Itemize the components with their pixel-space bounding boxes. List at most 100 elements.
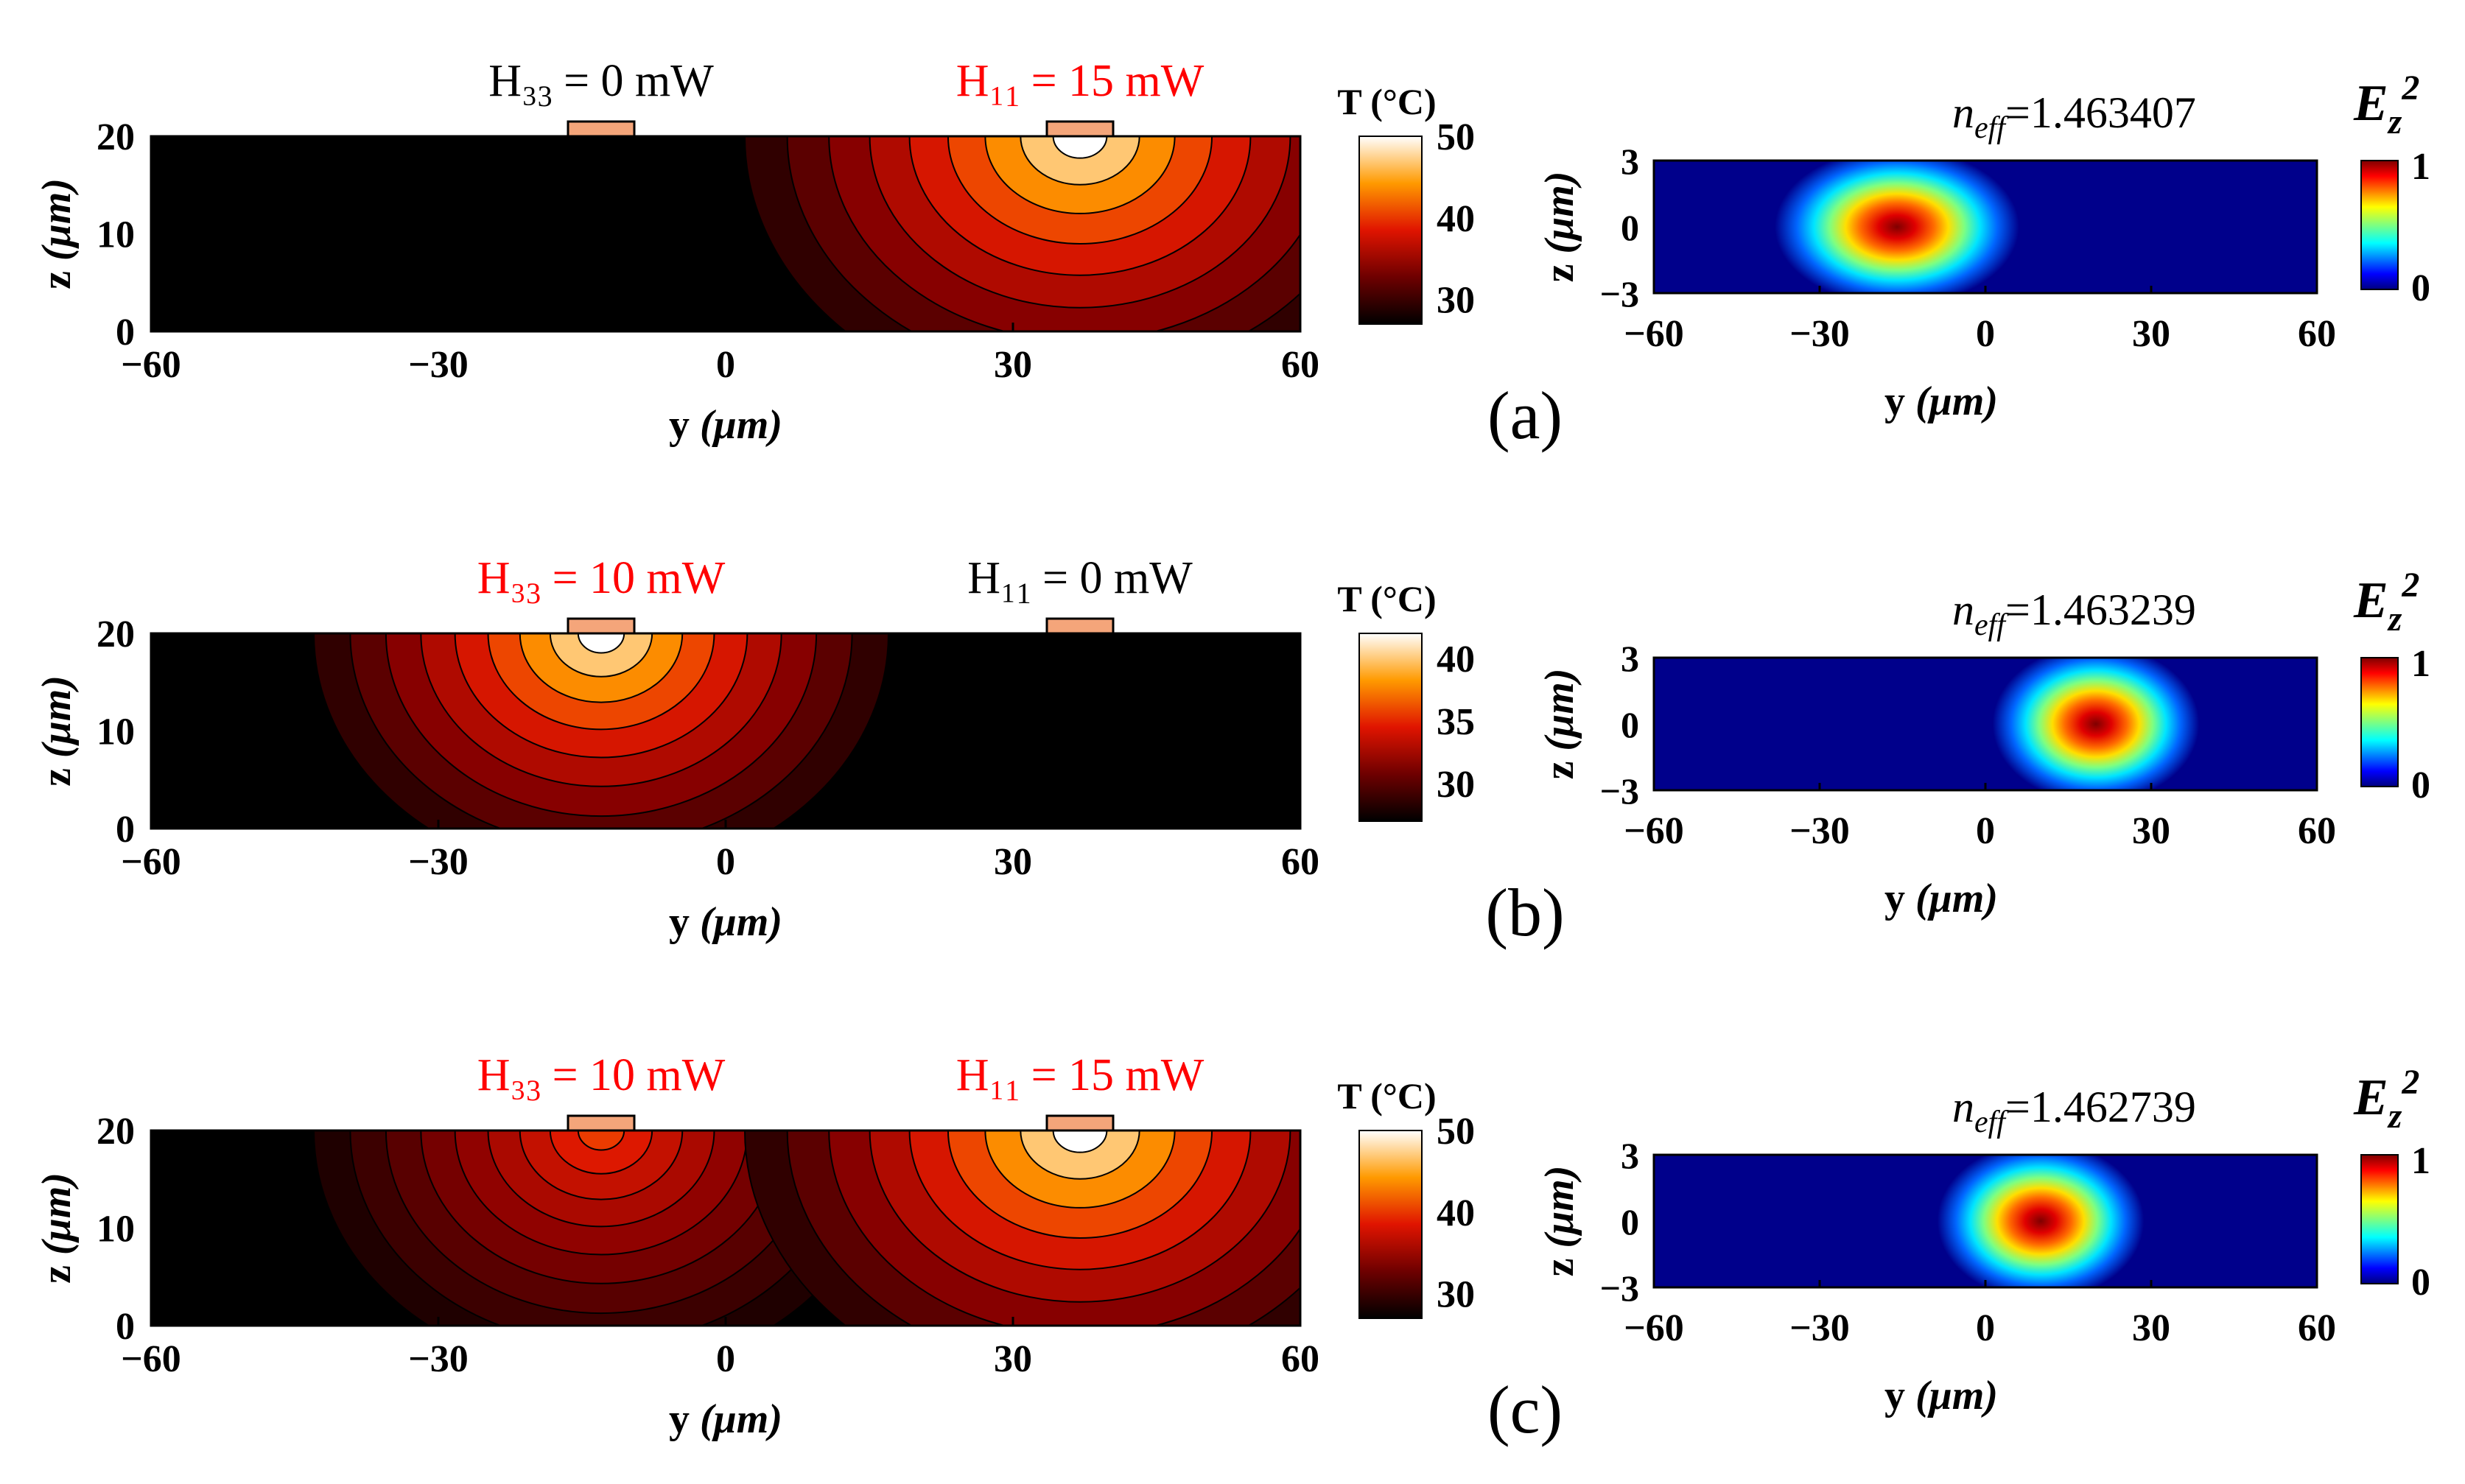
heater-electrode [1045, 1114, 1115, 1132]
x-tick-label: 30 [994, 1338, 1032, 1380]
ez-base: E [2353, 1069, 2388, 1126]
mode-colorbar [2360, 160, 2399, 290]
temperature-colorbar [1358, 136, 1423, 325]
neff-label: neff=1.462739 [1952, 1083, 2196, 1139]
colorbar-tick-label: 40 [1437, 198, 1475, 240]
axis-unit: (μm) [1915, 379, 1998, 424]
heater-name: H₁ [967, 553, 1016, 603]
axis-unit: (μm) [700, 899, 782, 945]
colorbar-tick-label: 1 [2411, 146, 2430, 188]
ez-base: E [2353, 75, 2388, 132]
axis-unit: (μm) [1537, 669, 1582, 751]
heater-electrode [1045, 120, 1115, 138]
colorbar-tick-label: 0 [2411, 764, 2430, 806]
panel-label: (b) [1485, 875, 1564, 950]
y-axis-label: z (μm) [1537, 1166, 1582, 1277]
y-axis-label: z (μm) [34, 675, 80, 787]
axis-var: y [1884, 876, 1905, 921]
temperature-colorbar [1358, 633, 1423, 822]
x-tick-label: 60 [2298, 1307, 2336, 1349]
y-tick-label: 10 [97, 214, 135, 256]
axis-unit: (μm) [1537, 1166, 1582, 1248]
mode-field-spot [1775, 161, 2019, 293]
contour-level-0-8 [577, 633, 625, 654]
x-tick-label: −30 [1789, 810, 1850, 852]
axis-var: z [34, 1265, 80, 1284]
heater-label: H₁1 = 15 mW [956, 56, 1205, 113]
ez-sup: 2 [2401, 566, 2419, 605]
x-tick-label: 0 [716, 841, 735, 883]
neff-sub: eff [1974, 608, 2009, 642]
neff-value: =1.463407 [2005, 88, 2196, 137]
x-tick-label: 30 [2132, 313, 2170, 355]
ez-sup: 2 [2401, 68, 2419, 108]
x-tick-label: 30 [994, 344, 1032, 386]
y-tick-label: 10 [97, 1209, 135, 1251]
y-tick-label: 0 [116, 312, 135, 354]
heater-subscript: 3 [526, 577, 541, 610]
x-tick-label: −60 [121, 344, 181, 386]
axis-var: z [34, 271, 80, 289]
x-tick-label: 0 [716, 344, 735, 386]
colorbar-tick-label: 1 [2411, 1140, 2430, 1182]
mode-colorbar [2360, 657, 2399, 787]
y-tick-label: 3 [1621, 141, 1639, 182]
heater-label: H₁1 = 15 mW [956, 1050, 1205, 1107]
ez-sup: 2 [2401, 1063, 2419, 1102]
y-tick-label: 0 [116, 809, 135, 851]
axis-unit: (μm) [700, 402, 782, 448]
y-axis-label: z (μm) [1537, 172, 1582, 283]
x-axis-label: y (μm) [1884, 379, 1998, 424]
axis-var: z [1537, 1259, 1582, 1277]
heater-power: = 10 mW [541, 553, 726, 603]
heater-subscript: 1 [1005, 80, 1020, 113]
axis-unit: (μm) [1537, 172, 1582, 254]
x-tick-label: 30 [2132, 810, 2170, 852]
heater-electrode [567, 120, 636, 138]
neff-label: neff=1.463239 [1952, 585, 2196, 642]
colorbar-tick-label: 35 [1437, 701, 1475, 743]
y-axis-label: z (μm) [1537, 669, 1582, 780]
y-tick-label: −3 [1600, 273, 1640, 314]
x-tick-label: −60 [1624, 1307, 1684, 1349]
x-tick-label: −30 [1789, 313, 1850, 355]
x-tick-label: −30 [408, 841, 469, 883]
ez-base: E [2353, 572, 2388, 629]
x-tick-label: 30 [994, 841, 1032, 883]
y-tick-label: 3 [1621, 638, 1639, 679]
axis-unit: (μm) [700, 1396, 782, 1442]
colorbar-tick-label: 40 [1437, 1192, 1475, 1234]
heater-subscript: 3 [538, 80, 553, 113]
panel-label: (a) [1487, 378, 1563, 453]
x-axis-label: y (μm) [669, 1396, 782, 1442]
neff-sub: eff [1974, 1105, 2009, 1139]
mode-field-spot [1992, 658, 2200, 790]
colorbar-title: T (°C) [1337, 81, 1436, 122]
axis-var: z [1537, 264, 1582, 283]
heater-electrode [567, 1114, 636, 1132]
x-axis-label: y (μm) [669, 899, 782, 945]
colorbar-tick-label: 0 [2411, 1262, 2430, 1304]
heater-subscript: 1 [1005, 1074, 1020, 1107]
y-tick-label: −3 [1600, 1267, 1640, 1309]
contour-level-0-8 [577, 1130, 625, 1151]
heater-power: = 10 mW [541, 1050, 726, 1100]
neff-label: neff=1.463407 [1952, 88, 2196, 145]
heater-power: = 0 mW [1031, 553, 1193, 603]
contour-level-0-8 [1052, 136, 1108, 159]
y-axis-label: z (μm) [34, 1172, 80, 1284]
y-tick-label: 20 [97, 613, 135, 655]
y-tick-label: 0 [1621, 1201, 1639, 1242]
y-tick-label: 0 [116, 1306, 135, 1348]
y-tick-label: −3 [1600, 770, 1640, 812]
neff-sub: eff [1974, 111, 2009, 145]
y-tick-label: 10 [97, 711, 135, 753]
heater-subscript: 1 [1017, 577, 1031, 610]
contour-group [313, 1130, 1300, 1326]
axis-unit: (μm) [34, 675, 80, 758]
x-tick-label: 60 [1281, 841, 1319, 883]
